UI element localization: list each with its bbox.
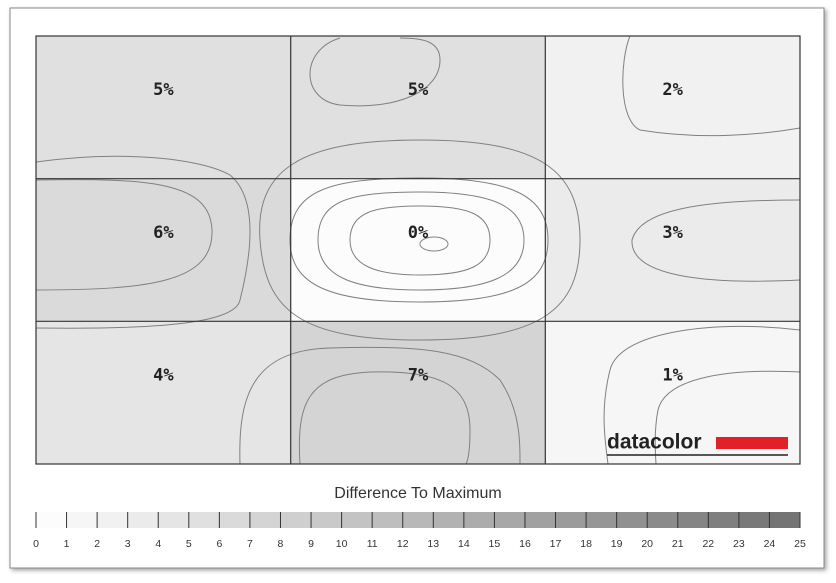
colorbar-swatch: [36, 512, 67, 528]
colorbar-swatch: [402, 512, 434, 528]
contour: [309, 37, 441, 107]
colorbar-swatch: [708, 512, 739, 528]
cell-label: 6%: [153, 223, 174, 243]
tick-label: 11: [367, 538, 378, 550]
tick-label: 0: [33, 538, 39, 550]
cell-labels: 5% 5% 2% 6% 0% 3% 4% 7% 1%: [153, 80, 684, 385]
cell-label: 4%: [153, 366, 174, 386]
contour: [298, 371, 471, 465]
tick-label: 22: [702, 538, 714, 550]
contour: [654, 370, 801, 465]
contour: [317, 191, 525, 291]
cell-label: 2%: [662, 80, 683, 100]
tick-label: 1: [64, 538, 70, 550]
cell: [36, 321, 291, 464]
contour: [289, 177, 549, 303]
tick-label: 7: [247, 538, 253, 550]
plot-border: [35, 35, 801, 465]
colorbar-swatch: [127, 512, 159, 528]
contour: [35, 155, 251, 329]
colorbar-swatch: [738, 512, 770, 528]
cell-label: 5%: [408, 80, 429, 100]
tick-label: 25: [794, 538, 806, 550]
tick-label: 5: [186, 538, 192, 550]
cell-borders: [35, 35, 801, 465]
colorbar-swatch: [524, 512, 556, 528]
colorbar-swatch: [158, 512, 189, 528]
cell-label: 1%: [662, 366, 683, 386]
tick-label: 3: [125, 538, 131, 550]
contour: [419, 236, 449, 252]
tick-label: 15: [489, 538, 501, 550]
tick-label: 17: [550, 538, 562, 550]
tick-label: 23: [733, 538, 745, 550]
tick-label: 12: [397, 538, 409, 550]
brand: datacolor: [607, 431, 702, 454]
contour: [239, 346, 521, 465]
cell: [545, 36, 800, 179]
colorbar-swatch: [433, 512, 464, 528]
contour: [349, 205, 491, 276]
colorbar-swatch: [372, 512, 403, 528]
tick-label: 4: [155, 538, 161, 550]
colorbar-swatch: [219, 512, 250, 528]
colorbar-swatch: [249, 512, 281, 528]
tick-label: 20: [641, 538, 653, 550]
tick-label: 8: [278, 538, 284, 550]
contour: [631, 199, 801, 282]
colorbar-swatch: [586, 512, 617, 528]
tick-label: 16: [519, 538, 531, 550]
colorbar-swatch: [494, 512, 525, 528]
cell: [545, 178, 800, 322]
colorbar-label: Difference To Maximum: [334, 485, 501, 502]
cell: [36, 36, 291, 179]
colorbar-swatch: [188, 512, 220, 528]
cell: [36, 178, 291, 322]
cells: [36, 36, 800, 464]
colorbar-swatch: [463, 512, 495, 528]
contour: [35, 179, 213, 291]
contour: [622, 35, 801, 137]
colorbar-swatch: [769, 512, 800, 528]
colorbar-swatch: [677, 512, 709, 528]
colorbar-swatch: [647, 512, 678, 528]
tick-label: 9: [308, 538, 314, 550]
colorbar: 0 1 2 3 4 5 6 7 8 9 10 11 12 13 14 15 16 17 18 19 20 21 22 23 24…: [33, 512, 806, 550]
colorbar-swatch: [66, 512, 98, 528]
colorbar-swatch: [616, 512, 648, 528]
tick-label: 6: [216, 538, 222, 550]
cell-label: 7%: [408, 366, 429, 386]
tick-label: 10: [336, 538, 348, 550]
brand-bar: [716, 437, 788, 449]
cell: [290, 36, 546, 179]
tick-label: 24: [764, 538, 776, 550]
colorbar-swatch: [555, 512, 587, 528]
cell-label: 3%: [662, 223, 683, 243]
colorbar-swatch: [97, 512, 128, 528]
tick-label: 2: [94, 538, 100, 550]
tick-label: 18: [580, 538, 592, 550]
cell: [290, 178, 546, 322]
colorbar-swatch: [341, 512, 373, 528]
tick-label: 21: [672, 538, 684, 550]
contour: [259, 139, 581, 341]
cell: [290, 321, 546, 464]
colorbar-swatch: [311, 512, 342, 528]
cell-label: 0%: [408, 223, 429, 243]
contours: [35, 35, 801, 465]
tick-label: 13: [427, 538, 439, 550]
tick-label: 14: [458, 538, 470, 550]
contour: [603, 325, 801, 465]
colorbar-swatch: [280, 512, 312, 528]
cell-label: 5%: [153, 80, 174, 100]
tick-label: 19: [611, 538, 623, 550]
